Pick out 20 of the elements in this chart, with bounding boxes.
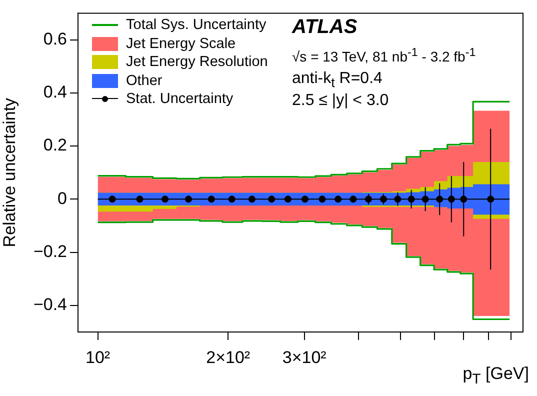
x-tick-label: 3×10² xyxy=(282,348,327,367)
y-tick-label: −0.2 xyxy=(33,242,67,261)
annotation: anti-k$_{t}$ R=0.4 xyxy=(292,70,382,90)
x-tick-label: 2×10² xyxy=(206,348,250,367)
y-tick-label: 0.2 xyxy=(43,136,67,155)
y-tick-label: 0.4 xyxy=(43,82,67,102)
y-axis-title: Relative uncertainty xyxy=(0,97,19,248)
legend-label: Other xyxy=(126,72,162,90)
legend-label: Jet Energy Scale xyxy=(126,34,236,53)
y-tick-label: 0 xyxy=(58,188,67,208)
x-axis-title: p$_{T}$ [GeV] xyxy=(462,364,529,388)
legend-label: Jet Energy Resolution xyxy=(126,53,268,72)
annotation: √s = 13 TeV, 81 nb$^{-1}$ - 3.2 fb$^{-1}$ xyxy=(292,46,476,65)
y-tick-label: 0.6 xyxy=(43,29,67,48)
y-tick-label: −0.4 xyxy=(33,295,67,314)
x-tick-label: 10² xyxy=(86,348,110,367)
annotation: 2.5 ≤ |y| < 3.0 xyxy=(292,92,389,110)
legend-label: Total Sys. Uncertainty xyxy=(126,16,266,34)
legend-label: Stat. Uncertainty xyxy=(126,90,234,108)
annotation: ATLAS xyxy=(292,16,358,39)
